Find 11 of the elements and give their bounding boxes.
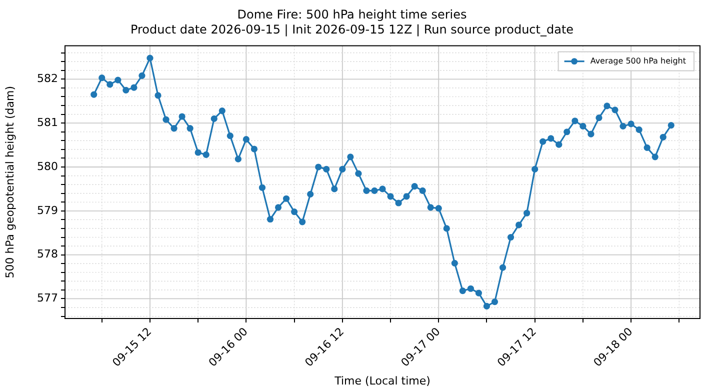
y-tick-label: 578 [37,248,58,261]
chart-title: Dome Fire: 500 hPa height time series [237,7,467,22]
y-tick-label: 579 [37,204,58,217]
y-axis-title: 500 hPa geopotential height (dam) [3,86,16,278]
y-tick-label: 580 [37,160,58,173]
x-axis-title: Time (Local time) [334,374,430,388]
legend-label: Average 500 hPa height [590,56,686,66]
y-tick-label: 581 [37,116,58,129]
y-tick-label: 577 [37,292,58,305]
chart-subtitle: Product date 2026-09-15 | Init 2026-09-15 12Z | Run source product_date [130,22,574,37]
y-tick-label: 582 [37,72,58,86]
